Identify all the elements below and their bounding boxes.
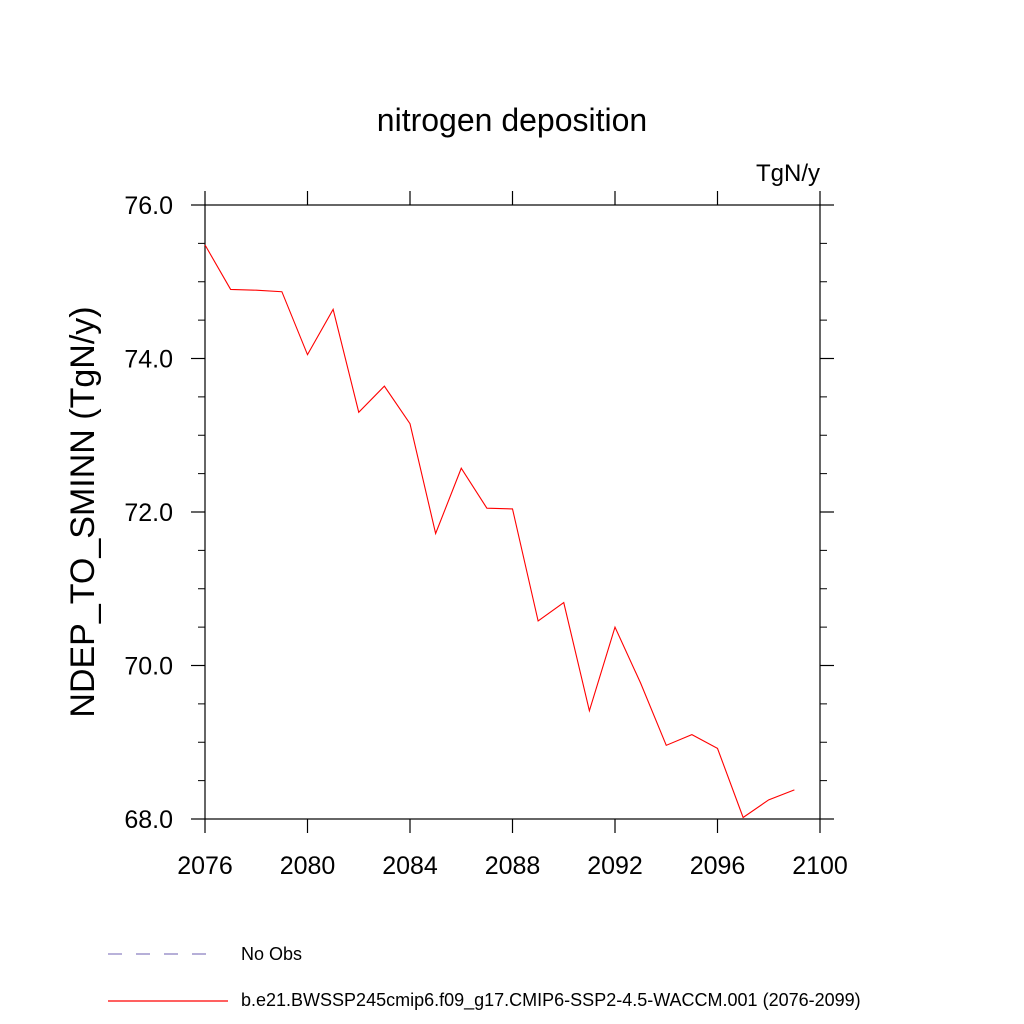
x-tick-label-0: 2076 [177, 852, 233, 880]
x-tick-label-2: 2084 [382, 852, 438, 880]
axis-ticks: 2076 2080 2084 2088 2092 2096 2100 68.0 70.0 72.0… [124, 191, 848, 880]
x-tick-label-4: 2092 [587, 852, 643, 880]
x-tick-label-3: 2088 [485, 852, 541, 880]
legend-label-model: b.e21.BWSSP245cmip6.f09_g17.CMIP6-SSP2-4… [241, 990, 861, 1011]
y-axis-label: NDEP_TO_SMINN (TgN/y) [64, 306, 102, 717]
legend: No Obs b.e21.BWSSP245cmip6.f09_g17.CMIP6… [108, 944, 861, 1011]
chart-title: nitrogen deposition [377, 102, 647, 138]
plot-frame [204, 204, 821, 820]
y-tick-label-4: 76.0 [124, 192, 173, 220]
x-tick-label-5: 2096 [690, 852, 746, 880]
units-label: TgN/y [756, 160, 820, 187]
series-line-0 [204, 244, 795, 819]
y-tick-label-2: 72.0 [124, 499, 173, 527]
y-tick-label-1: 70.0 [124, 653, 173, 681]
y-tick-label-3: 74.0 [124, 346, 173, 374]
series-group [204, 244, 795, 819]
x-tick-label-6: 2100 [792, 852, 848, 880]
legend-label-no-obs: No Obs [241, 944, 302, 964]
x-tick-label-1: 2080 [280, 852, 336, 880]
y-tick-label-0: 68.0 [124, 806, 173, 834]
